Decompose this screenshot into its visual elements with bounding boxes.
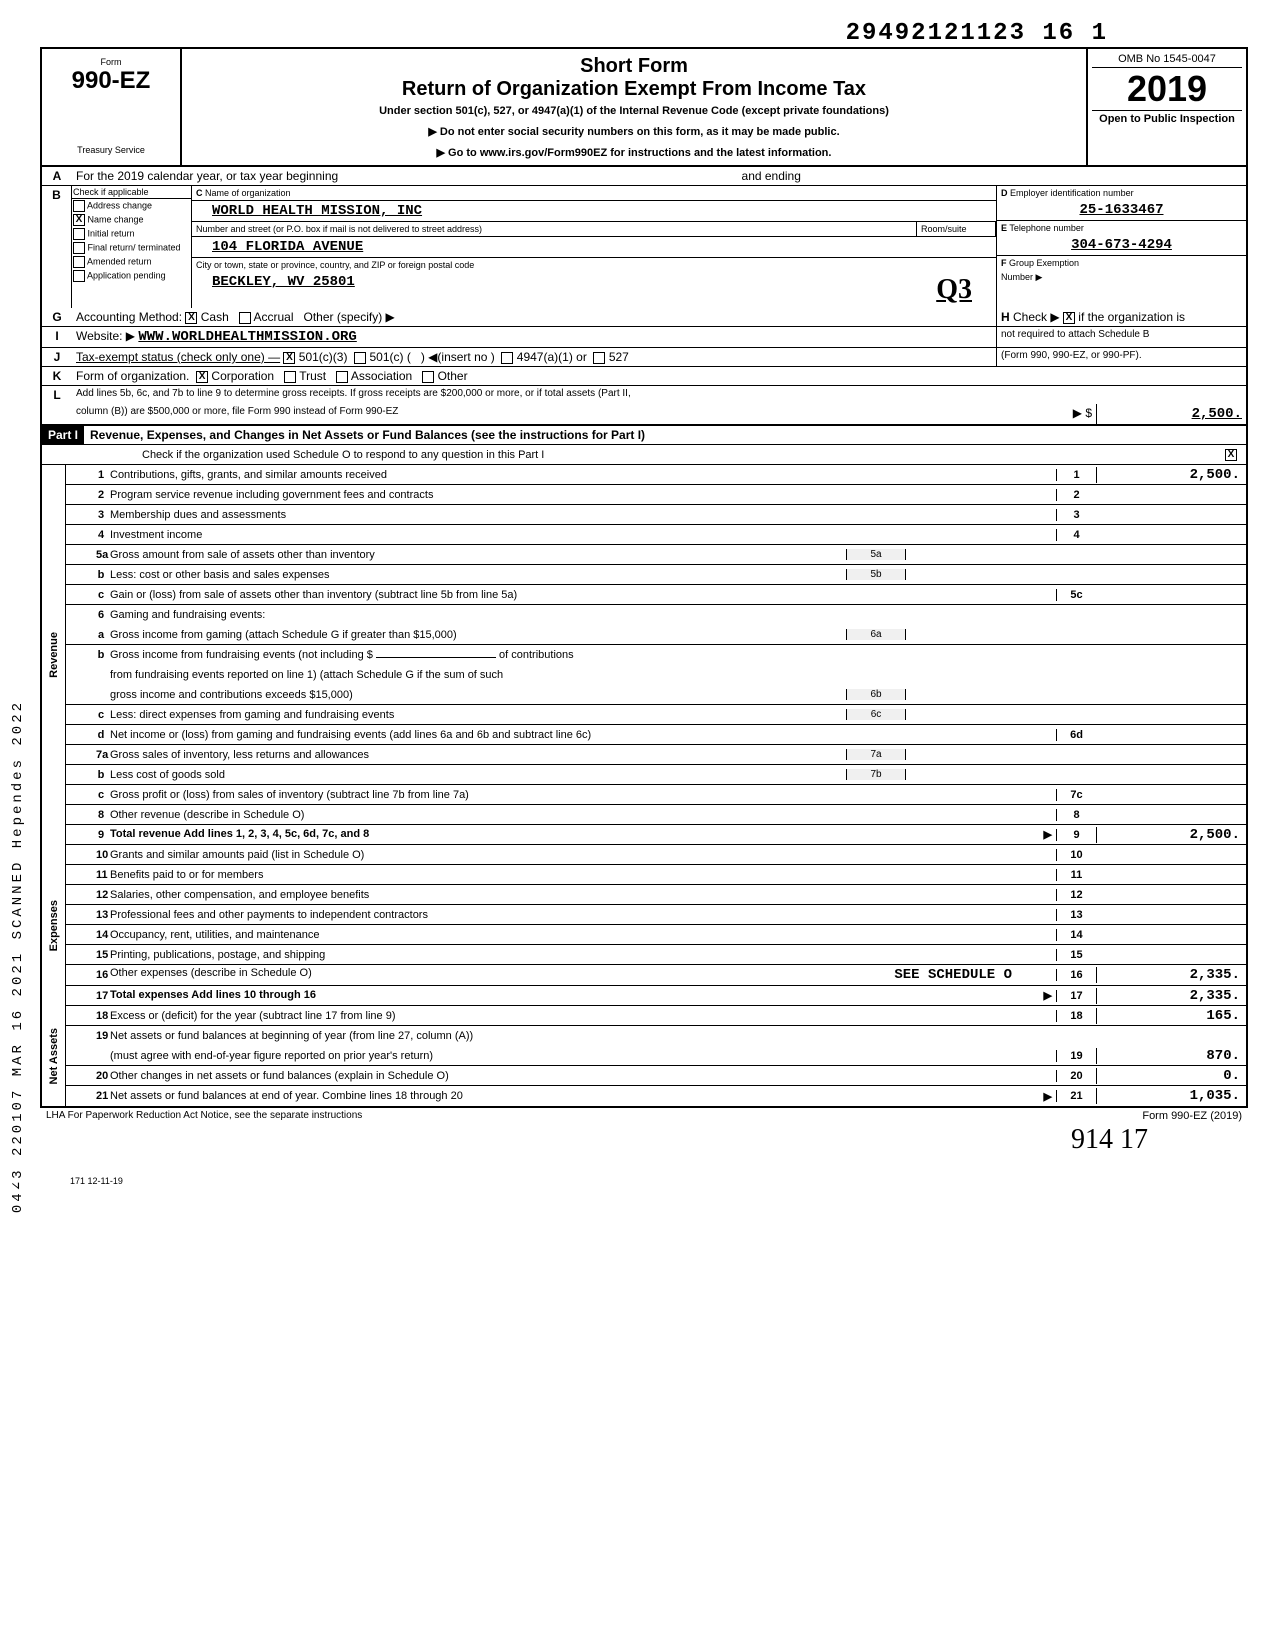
checkbox-527[interactable] <box>593 352 605 364</box>
revenue-label: Revenue <box>48 632 60 678</box>
see-schedule-o: SEE SCHEDULE O <box>894 967 1012 983</box>
row-g-h: G Accounting Method: X Cash Accrual Othe… <box>40 308 1248 327</box>
checkbox-4947[interactable] <box>501 352 513 364</box>
warning-2: ▶ Go to www.irs.gov/Form990EZ for instru… <box>192 146 1076 159</box>
name-address-col: C Name of organization WORLD HEALTH MISS… <box>192 186 996 308</box>
row-a: A For the 2019 calendar year, or tax yea… <box>40 167 1248 186</box>
checkbox-501c[interactable] <box>354 352 366 364</box>
expenses-label: Expenses <box>48 900 60 951</box>
form-prefix: Form <box>50 57 172 67</box>
addr-header: Number and street (or P.O. box if mail i… <box>192 222 916 236</box>
label-a: A <box>42 167 72 185</box>
checkbox-address[interactable] <box>73 200 85 212</box>
side-stamp: 04∠3 220107 MAR 16 2021 SCANNED Hependes… <box>10 700 26 1213</box>
right-id-col: D Employer identification number 25-1633… <box>996 186 1246 308</box>
check-header: Check if applicable <box>72 186 191 199</box>
form-number: 990-EZ <box>50 67 172 95</box>
revenue-section: Revenue 1Contributions, gifts, grants, a… <box>40 465 1248 845</box>
checkbox-accrual[interactable] <box>239 312 251 324</box>
city-state-zip: BECKLEY, WV 25801 Q3 <box>192 272 996 308</box>
treasury-label: Treasury Service <box>50 145 172 155</box>
phone: 304-673-4294 <box>997 235 1246 256</box>
row-a-text: For the 2019 calendar year, or tax year … <box>72 167 1246 185</box>
line-20-val: 0. <box>1096 1068 1246 1084</box>
main-title: Return of Organization Exempt From Incom… <box>192 78 1076 101</box>
checkbox-initial[interactable] <box>73 228 85 240</box>
part-i-header: Part I Revenue, Expenses, and Changes in… <box>40 426 1248 445</box>
line-19-val: 870. <box>1096 1048 1246 1064</box>
row-j: J Tax-exempt status (check only one) — X… <box>40 348 1248 367</box>
tax-year: 2019 <box>1092 68 1242 110</box>
line-18-val: 165. <box>1096 1008 1246 1024</box>
warning-1: ▶ Do not enter social security numbers o… <box>192 125 1076 138</box>
part-i-label: Part I <box>42 426 84 444</box>
footer-row: LHA For Paperwork Reduction Act Notice, … <box>40 1108 1248 1124</box>
identity-block: B Check if applicable Address change X N… <box>40 186 1248 308</box>
checkbox-schedule-o[interactable]: X <box>1225 449 1237 461</box>
form-ref: Form 990-EZ (2019) <box>1142 1110 1242 1122</box>
checkbox-final[interactable] <box>73 242 85 254</box>
omb-number: OMB No 1545-0047 <box>1092 53 1242 68</box>
check-column: Check if applicable Address change X Nam… <box>72 186 192 308</box>
checkbox-schedule-b[interactable]: X <box>1063 312 1075 324</box>
part-i-title: Revenue, Expenses, and Changes in Net As… <box>84 428 645 442</box>
line-9-val: 2,500. <box>1096 827 1246 843</box>
net-assets-label: Net Assets <box>48 1028 60 1084</box>
room-label: Room/suite <box>916 222 996 236</box>
city-header: City or town, state or province, country… <box>192 258 996 272</box>
checkbox-cash[interactable]: X <box>185 312 197 324</box>
checkbox-pending[interactable] <box>73 270 85 282</box>
row-l-1: L Add lines 5b, 6c, and 7b to line 9 to … <box>40 386 1248 404</box>
group-exemption: Number ▶ <box>997 270 1246 285</box>
checkbox-other-org[interactable] <box>422 371 434 383</box>
part-i-check-row: Check if the organization used Schedule … <box>40 445 1248 465</box>
handwritten-q3: Q3 <box>936 274 972 306</box>
lha-notice: LHA For Paperwork Reduction Act Notice, … <box>46 1110 1142 1122</box>
form-header: Form 990-EZ Treasury Service Short Form … <box>40 47 1248 167</box>
line-21-val: 1,035. <box>1096 1088 1246 1104</box>
gross-receipts: 2,500. <box>1096 404 1246 424</box>
checkbox-name-change[interactable]: X <box>73 214 85 226</box>
net-assets-section: Net Assets 18Excess or (deficit) for the… <box>40 1006 1248 1108</box>
checkbox-501c3[interactable]: X <box>283 352 295 364</box>
org-name: WORLD HEALTH MISSION, INC <box>192 201 996 222</box>
expenses-section: Expenses 10Grants and similar amounts pa… <box>40 845 1248 1006</box>
ein: 25-1633467 <box>997 200 1246 221</box>
public-inspection: Open to Public Inspection <box>1092 110 1242 125</box>
row-l-2: column (B)) are $500,000 or more, file F… <box>40 404 1248 426</box>
street-address: 104 FLORIDA AVENUE <box>192 237 996 258</box>
line-17-val: 2,335. <box>1096 988 1246 1004</box>
line-16-val: 2,335. <box>1096 967 1246 983</box>
checkbox-corp[interactable]: X <box>196 371 208 383</box>
row-i: I Website: ▶ WWW.WORLDHEALTHMISSION.ORG … <box>40 327 1248 348</box>
label-b: B <box>42 186 72 308</box>
subtitle: Under section 501(c), 527, or 4947(a)(1)… <box>192 105 1076 117</box>
handwritten-signature: 914 17 <box>40 1124 1248 1156</box>
short-form-label: Short Form <box>192 55 1076 78</box>
footer-date: 171 12-11-19 <box>40 1176 1248 1186</box>
checkbox-assoc[interactable] <box>336 371 348 383</box>
document-number: 29492121123 16 1 <box>40 20 1248 47</box>
line-1-val: 2,500. <box>1096 467 1246 483</box>
row-k: K Form of organization. X Corporation Tr… <box>40 367 1248 386</box>
website: WWW.WORLDHEALTHMISSION.ORG <box>138 329 356 345</box>
checkbox-amended[interactable] <box>73 256 85 268</box>
checkbox-trust[interactable] <box>284 371 296 383</box>
